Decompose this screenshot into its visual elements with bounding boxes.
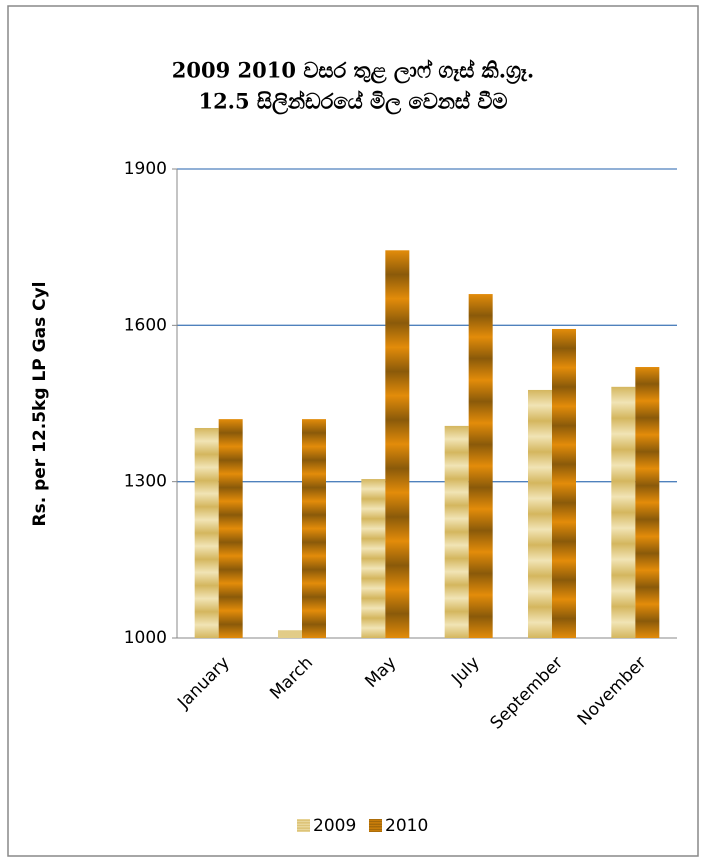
bar <box>302 419 326 638</box>
bar <box>361 479 386 638</box>
bar <box>194 427 219 638</box>
y-tick-label: 1300 <box>124 472 167 492</box>
y-tick-label: 1000 <box>124 628 167 648</box>
bar <box>468 294 493 638</box>
legend-swatch <box>297 819 310 832</box>
legend-label: 2010 <box>385 816 428 836</box>
chart-title: 2009 2010 වසර තුළ ලාෆ් ගෑස් කි.ග්‍රෑ. <box>172 58 534 85</box>
y-tick-label: 1900 <box>124 159 167 179</box>
bar <box>528 389 552 638</box>
bar <box>278 630 302 638</box>
bar <box>635 367 660 638</box>
legend-label: 2009 <box>313 816 356 836</box>
chart-title: 12.5 සිලින්ඩරයේ මිල වෙනස් වීම <box>198 89 507 116</box>
y-tick-label: 1600 <box>124 315 167 335</box>
chart-border <box>7 5 699 857</box>
bar <box>385 250 410 638</box>
bar <box>218 419 243 638</box>
bar <box>444 425 469 638</box>
bar <box>611 386 636 638</box>
y-axis-label: Rs. per 12.5kg LP Gas Cyl <box>30 282 50 527</box>
legend-swatch <box>369 819 382 832</box>
bar <box>552 328 576 638</box>
